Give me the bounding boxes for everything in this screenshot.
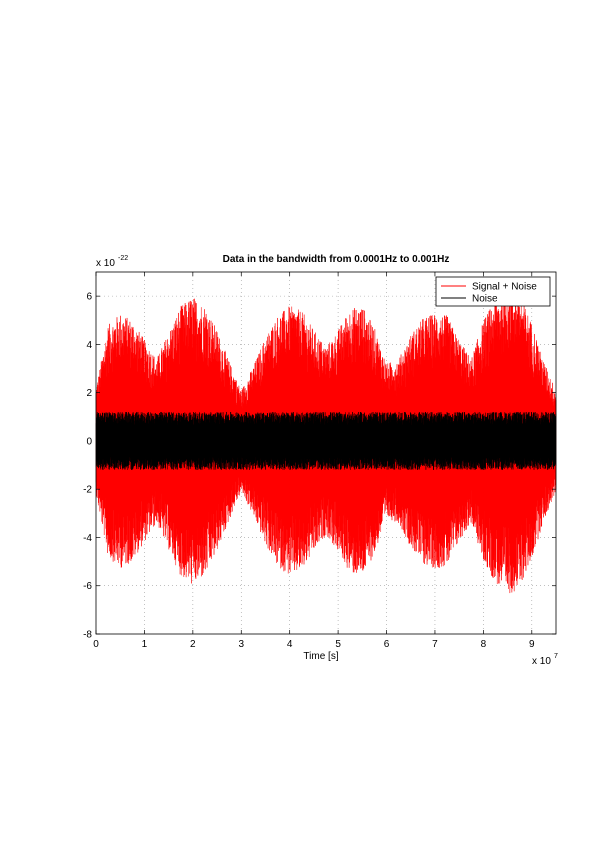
y-tick-label: 6 xyxy=(86,292,92,303)
x-tick-label: 0 xyxy=(93,639,99,650)
series-noise-line xyxy=(95,411,557,470)
x-tick-label: 7 xyxy=(432,639,438,650)
chart-title: Data in the bandwidth from 0.0001Hz to 0… xyxy=(223,254,450,265)
y-tick-label: -2 xyxy=(83,485,92,496)
series-signal-noise-line xyxy=(95,288,557,594)
x-tick-label: 2 xyxy=(190,639,196,650)
x-tick-label: 3 xyxy=(238,639,244,650)
x-tick-label: 1 xyxy=(142,639,148,650)
legend: Signal + Noise Noise xyxy=(435,276,551,307)
legend-label-signal-noise: Signal + Noise xyxy=(472,282,537,293)
legend-label-noise: Noise xyxy=(472,294,498,305)
y-tick-label: -8 xyxy=(83,630,92,641)
y-tick-label: 2 xyxy=(86,388,92,399)
axes-frame xyxy=(95,271,557,635)
y-exponent-base: x 10 xyxy=(96,258,115,269)
x-tick-label: 9 xyxy=(529,639,535,650)
x-tick-label: 8 xyxy=(481,639,487,650)
y-tick-label: 4 xyxy=(86,340,92,351)
y-tick-label: -4 xyxy=(83,533,92,544)
ticks: 0 1 2 3 4 5 6 7 8 9 6 4 2 0 -2 -4 -6 -8 xyxy=(83,272,556,650)
y-exponent-power: -22 xyxy=(118,255,128,262)
x-tick-label: 6 xyxy=(384,639,390,650)
x-axis-label: Time [s] xyxy=(303,651,338,662)
x-axis-exponent: x 10 7 xyxy=(532,653,558,667)
legend-box xyxy=(435,276,551,307)
y-tick-label: 0 xyxy=(86,436,92,447)
x-tick-label: 5 xyxy=(335,639,341,650)
x-exponent-base: x 10 xyxy=(532,656,551,667)
x-exponent-power: 7 xyxy=(554,653,558,660)
y-tick-label: -6 xyxy=(83,581,92,592)
x-tick-label: 4 xyxy=(287,639,293,650)
plot-area xyxy=(95,288,557,594)
y-axis-exponent: x 10 -22 xyxy=(96,255,128,269)
